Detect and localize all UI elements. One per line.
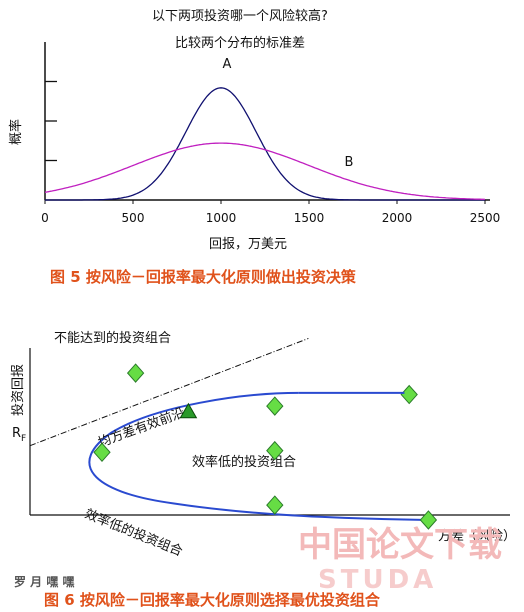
portfolio-point-unreachable bbox=[126, 363, 145, 383]
chart2-ylabel: 投资回报 bbox=[10, 364, 26, 416]
x-tick-label: 1000 bbox=[206, 211, 237, 225]
portfolio-point-inefficient bbox=[266, 440, 284, 461]
inefficient-label: 效率低的投资组合 bbox=[192, 454, 296, 470]
x-tick-label: 500 bbox=[122, 211, 145, 225]
capital-market-line bbox=[29, 337, 309, 447]
chart1-y-ticks bbox=[45, 80, 57, 162]
x-tick-label: 2500 bbox=[470, 211, 501, 225]
series-a-label: A bbox=[223, 57, 232, 72]
series-b-label: B bbox=[345, 155, 354, 170]
portfolio-point-frontier bbox=[400, 384, 418, 405]
efficient-frontier-curve bbox=[88, 391, 429, 521]
chart1-axes bbox=[44, 42, 490, 201]
portfolio-point-frontier bbox=[266, 396, 284, 416]
x-tick-label: 1500 bbox=[294, 211, 325, 225]
chart1-ylabel: 概率 bbox=[8, 119, 24, 145]
portfolio-point-inefficient bbox=[93, 442, 111, 463]
watermark-logo: 罗 月 嘿 嘿 bbox=[14, 574, 75, 589]
watermark-cn: 中国论文下载 bbox=[298, 525, 502, 565]
chart1-x-ticks: 0 500 1000 1500 2000 2500 bbox=[41, 200, 500, 225]
chart2-points bbox=[93, 363, 438, 530]
rf-label: RF bbox=[12, 426, 26, 444]
lower-branch-label: 效率低的投资组合 bbox=[83, 506, 185, 560]
unreachable-label: 不能达到的投资组合 bbox=[54, 330, 171, 346]
chart1-xlabel: 回报，万美元 bbox=[209, 237, 287, 252]
chart1-title: 以下两项投资哪一个风险较高? bbox=[152, 8, 328, 24]
chart1-subtitle: 比较两个分布的标准差 bbox=[175, 35, 305, 51]
chart1-caption: 图 5 按风险－回报率最大化原则做出投资决策 bbox=[50, 268, 357, 286]
series-b-line bbox=[44, 142, 486, 201]
frontier-label: 均方差有效前沿 bbox=[96, 405, 187, 451]
tangency-point bbox=[179, 402, 198, 419]
chart2-caption: 图 6 按风险－回报率最大化原则选择最优投资组合 bbox=[44, 591, 381, 609]
x-tick-label: 0 bbox=[41, 211, 49, 225]
portfolio-point-inefficient bbox=[419, 510, 438, 530]
chart2-xlabel: 方差（风险） bbox=[438, 528, 516, 544]
x-tick-label: 2000 bbox=[382, 211, 413, 225]
chart2-axes bbox=[29, 348, 510, 516]
watermark-en: STUDA bbox=[318, 565, 437, 595]
series-a-line bbox=[45, 87, 485, 201]
portfolio-point-inefficient bbox=[266, 495, 284, 515]
